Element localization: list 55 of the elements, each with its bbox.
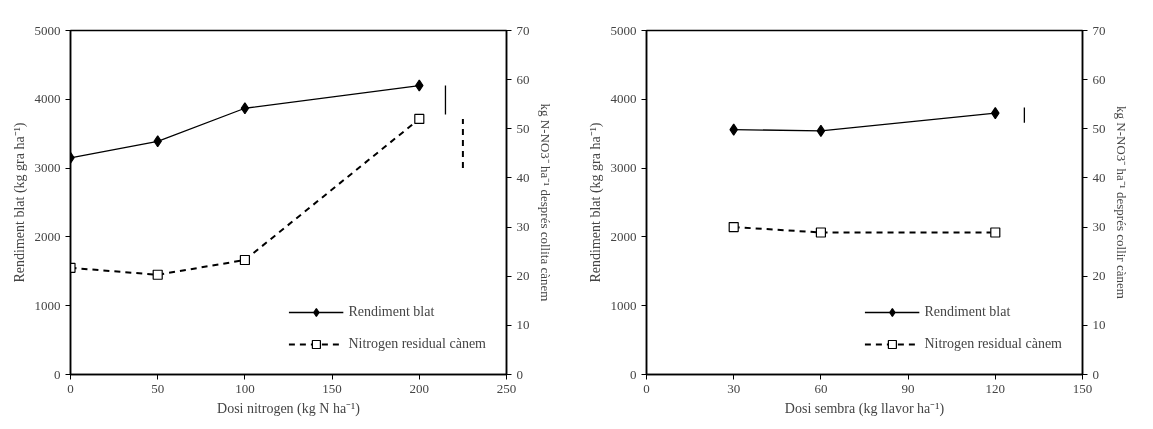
y-tick-label: 1000 bbox=[610, 297, 637, 313]
point bbox=[152, 269, 163, 280]
y2-axis-title: kg N-NO3⁻ ha⁻¹ després collita cànem bbox=[537, 103, 553, 302]
y-tick-label: 3000 bbox=[34, 160, 61, 176]
x-tick-label: 150 bbox=[322, 380, 342, 396]
x-tick-label: 120 bbox=[985, 380, 1006, 396]
legend-label: Nitrogen residual cànem bbox=[924, 336, 1062, 352]
y2-tick-label: 60 bbox=[516, 71, 530, 87]
y2-tick-label: 40 bbox=[516, 169, 530, 185]
point bbox=[240, 102, 250, 115]
x-tick-label: 250 bbox=[496, 380, 517, 396]
y2-axis-title: kg N-NO3⁻ ha⁻¹ després collir cànem bbox=[1113, 106, 1129, 299]
y-tick-label: 5000 bbox=[610, 22, 637, 38]
y2-tick-label: 70 bbox=[1092, 22, 1106, 38]
y-tick-label: 0 bbox=[54, 366, 61, 382]
x-axis-title: Dosi sembra (kg llavor ha⁻¹) bbox=[784, 400, 945, 417]
x-tick-label: 150 bbox=[1072, 380, 1093, 396]
x-tick-label: 30 bbox=[727, 380, 741, 396]
y2-tick-label: 60 bbox=[1092, 71, 1106, 87]
x-tick-label: 0 bbox=[643, 380, 650, 396]
y2-tick-label: 10 bbox=[516, 317, 530, 333]
x-tick-label: 90 bbox=[901, 380, 915, 396]
y-tick-label: 5000 bbox=[34, 22, 61, 38]
point bbox=[816, 124, 826, 138]
x-tick-label: 50 bbox=[151, 380, 165, 396]
y2-tick-label: 20 bbox=[1092, 268, 1106, 284]
y2-tick-label: 0 bbox=[516, 366, 523, 382]
y-tick-label: 1000 bbox=[34, 297, 61, 313]
x-tick-label: 60 bbox=[814, 380, 828, 396]
y2-tick-label: 50 bbox=[1092, 120, 1106, 136]
y2-tick-label: 0 bbox=[1092, 366, 1099, 382]
y-axis-title: Rendiment blat (kg gra ha⁻¹) bbox=[11, 122, 28, 283]
y-axis-title: Rendiment blat (kg gra ha⁻¹) bbox=[587, 122, 604, 283]
y2-tick-label: 40 bbox=[1092, 169, 1106, 185]
point bbox=[239, 254, 250, 266]
y-tick-label: 4000 bbox=[610, 91, 637, 107]
legend-label: Nitrogen residual cànem bbox=[348, 336, 486, 352]
y2-tick-label: 50 bbox=[516, 120, 530, 136]
x-tick-label: 200 bbox=[409, 380, 430, 396]
y-tick-label: 3000 bbox=[610, 160, 637, 176]
legend-label: Rendiment blat bbox=[348, 304, 435, 320]
legend-label: Rendiment blat bbox=[924, 304, 1011, 320]
y2-tick-label: 30 bbox=[516, 219, 530, 235]
y2-tick-label: 30 bbox=[1092, 219, 1106, 235]
y2-tick-label: 20 bbox=[516, 268, 530, 284]
point bbox=[414, 113, 425, 125]
y2-tick-label: 70 bbox=[516, 22, 530, 38]
x-tick-label: 0 bbox=[67, 380, 74, 396]
x-tick-label: 100 bbox=[235, 380, 255, 396]
y-tick-label: 0 bbox=[630, 366, 637, 382]
y-tick-label: 4000 bbox=[34, 91, 61, 107]
y2-tick-label: 10 bbox=[1092, 317, 1106, 333]
y-tick-label: 2000 bbox=[34, 228, 61, 244]
x-axis-title: Dosi nitrogen (kg N ha⁻¹) bbox=[217, 400, 361, 417]
y-tick-label: 2000 bbox=[610, 228, 637, 244]
